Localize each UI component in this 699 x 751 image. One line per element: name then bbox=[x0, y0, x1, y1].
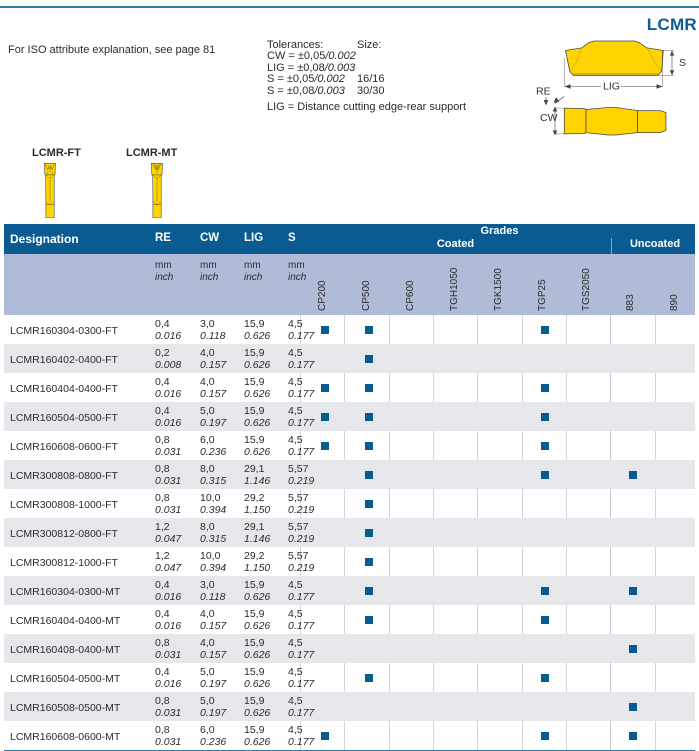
svg-text:S: S bbox=[679, 57, 686, 69]
svg-text:LIG: LIG bbox=[603, 81, 620, 93]
svg-text:RE: RE bbox=[536, 86, 551, 98]
